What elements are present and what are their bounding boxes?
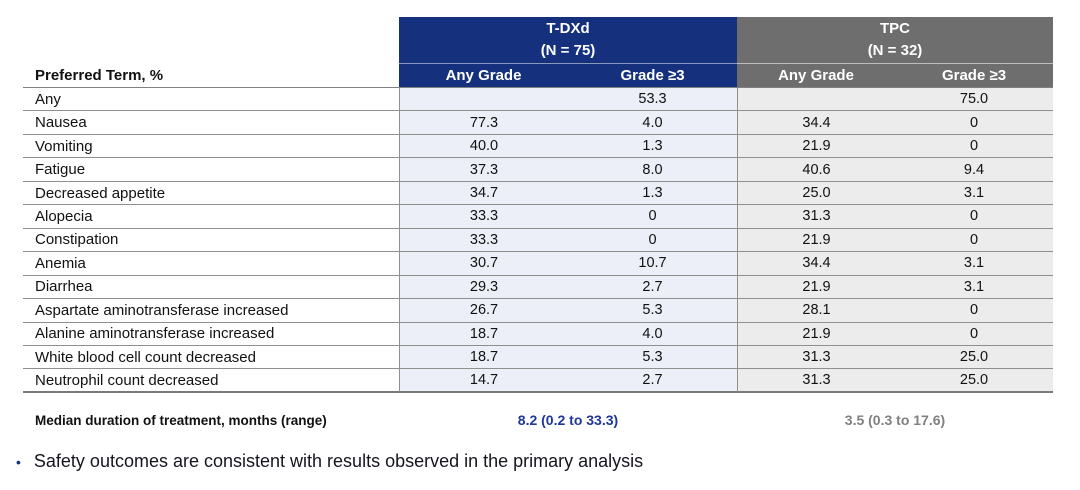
median-duration-label: Median duration of treatment, months (ra… bbox=[35, 412, 327, 428]
value-cell: 0 bbox=[895, 111, 1053, 135]
value-cell: 21.9 bbox=[737, 322, 895, 346]
tpc-group-header: TPC (N = 32) bbox=[737, 17, 1053, 64]
value-cell: 31.3 bbox=[737, 369, 895, 393]
value-cell: 34.7 bbox=[399, 181, 568, 206]
value-cell: 1.3 bbox=[568, 181, 737, 206]
term-cell: Any bbox=[23, 88, 399, 112]
term-cell: Alopecia bbox=[23, 205, 399, 229]
value-cell: 3.1 bbox=[895, 252, 1053, 276]
value-cell: 8.0 bbox=[568, 158, 737, 182]
value-cell: 18.7 bbox=[399, 322, 568, 346]
value-cell: 2.7 bbox=[568, 275, 737, 300]
tpc-any-grade-header: Any Grade bbox=[737, 64, 895, 88]
tpc-group-name: TPC bbox=[880, 20, 910, 38]
median-tdxd-value: 8.2 (0.2 to 33.3) bbox=[517, 412, 619, 428]
value-cell: 0 bbox=[895, 228, 1053, 253]
tpc-grade3-header: Grade ≥3 bbox=[895, 64, 1053, 88]
value-cell: 21.9 bbox=[737, 228, 895, 253]
term-cell: Constipation bbox=[23, 228, 399, 253]
value-cell: 14.7 bbox=[399, 369, 568, 393]
bullet-point: • Safety outcomes are consistent with re… bbox=[16, 451, 643, 472]
value-cell: 0 bbox=[895, 322, 1053, 346]
term-cell: White blood cell count decreased bbox=[23, 345, 399, 370]
value-cell: 25.0 bbox=[895, 345, 1053, 370]
term-cell: Fatigue bbox=[23, 158, 399, 182]
value-cell: 3.1 bbox=[895, 275, 1053, 300]
value-cell: 26.7 bbox=[399, 299, 568, 323]
value-cell: 40.0 bbox=[399, 134, 568, 159]
tdxd-group-n: (N = 75) bbox=[540, 42, 596, 59]
value-cell: 25.0 bbox=[895, 369, 1053, 393]
value-cell: 0 bbox=[568, 205, 737, 229]
header-spacer bbox=[23, 17, 399, 64]
value-cell: 33.3 bbox=[399, 205, 568, 229]
value-cell: 4.0 bbox=[568, 322, 737, 346]
value-cell: 2.7 bbox=[568, 369, 737, 393]
value-cell: 0 bbox=[895, 299, 1053, 323]
bullet-text: Safety outcomes are consistent with resu… bbox=[33, 451, 644, 471]
median-tpc-value: 3.5 (0.3 to 17.6) bbox=[844, 412, 946, 428]
term-cell: Nausea bbox=[23, 111, 399, 135]
tpc-group-n: (N = 32) bbox=[867, 42, 923, 59]
value-cell: 5.3 bbox=[568, 299, 737, 323]
value-cell: 0 bbox=[895, 134, 1053, 159]
value-cell: 34.4 bbox=[737, 111, 895, 135]
safety-table: T-DXd (N = 75) TPC (N = 32) Preferred Te… bbox=[23, 17, 1053, 393]
value-cell: 5.3 bbox=[568, 345, 737, 370]
value-cell: 4.0 bbox=[568, 111, 737, 135]
tdxd-group-name: T-DXd bbox=[546, 20, 590, 38]
value-cell: 21.9 bbox=[737, 134, 895, 159]
preferred-term-column-header: Preferred Term, % bbox=[23, 64, 399, 88]
value-cell: 31.3 bbox=[737, 345, 895, 370]
value-cell: 10.7 bbox=[568, 252, 737, 276]
value-cell: 0 bbox=[568, 228, 737, 253]
value-cell: 53.3 bbox=[568, 88, 737, 112]
value-cell: 0 bbox=[895, 205, 1053, 229]
tdxd-any-grade-header: Any Grade bbox=[399, 64, 568, 88]
tdxd-group-header: T-DXd (N = 75) bbox=[399, 17, 737, 64]
bullet-icon: • bbox=[16, 454, 21, 470]
value-cell bbox=[399, 88, 568, 112]
median-duration-row: Median duration of treatment, months (ra… bbox=[23, 412, 1053, 428]
value-cell: 77.3 bbox=[399, 111, 568, 135]
term-cell: Aspartate aminotransferase increased bbox=[23, 299, 399, 323]
value-cell: 21.9 bbox=[737, 275, 895, 300]
value-cell: 40.6 bbox=[737, 158, 895, 182]
term-cell: Decreased appetite bbox=[23, 181, 399, 206]
term-cell: Alanine aminotransferase increased bbox=[23, 322, 399, 346]
term-cell: Neutrophil count decreased bbox=[23, 369, 399, 393]
value-cell: 33.3 bbox=[399, 228, 568, 253]
tdxd-grade3-header: Grade ≥3 bbox=[568, 64, 737, 88]
value-cell: 75.0 bbox=[895, 88, 1053, 112]
value-cell: 34.4 bbox=[737, 252, 895, 276]
term-cell: Vomiting bbox=[23, 134, 399, 159]
value-cell: 1.3 bbox=[568, 134, 737, 159]
value-cell: 30.7 bbox=[399, 252, 568, 276]
value-cell: 29.3 bbox=[399, 275, 568, 300]
term-cell: Anemia bbox=[23, 252, 399, 276]
value-cell: 31.3 bbox=[737, 205, 895, 229]
value-cell bbox=[737, 88, 895, 112]
value-cell: 18.7 bbox=[399, 345, 568, 370]
value-cell: 28.1 bbox=[737, 299, 895, 323]
value-cell: 3.1 bbox=[895, 181, 1053, 206]
value-cell: 9.4 bbox=[895, 158, 1053, 182]
term-cell: Diarrhea bbox=[23, 275, 399, 300]
value-cell: 37.3 bbox=[399, 158, 568, 182]
value-cell: 25.0 bbox=[737, 181, 895, 206]
